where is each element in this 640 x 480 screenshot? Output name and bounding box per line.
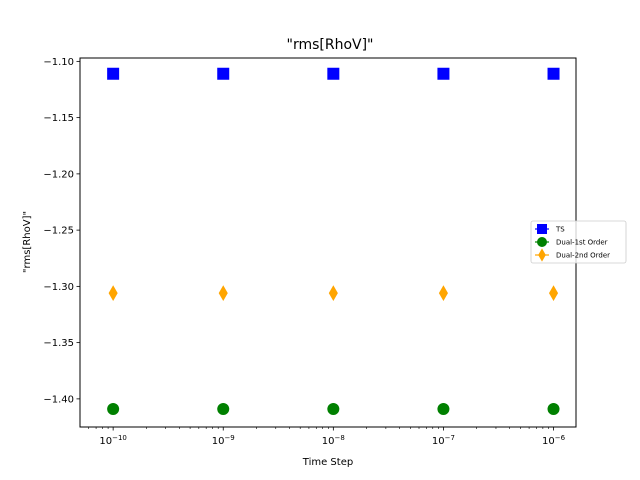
y-tick-label: −1.30 (43, 282, 74, 293)
plot-area: 10−10 10−9 10−8 10−7 10−6 −1.10 −1.15 −1.20 −1.2… (43, 57, 577, 447)
x-tick-label: 10−6 (542, 434, 566, 447)
y-tick-label: −1.20 (43, 169, 74, 180)
legend-label: Dual-1st Order (556, 239, 608, 247)
legend-marker (537, 224, 547, 234)
legend-frame (530, 220, 627, 264)
data-point (438, 285, 448, 301)
data-point (327, 403, 340, 415)
legend: TS Dual-1st Order Dual-2nd Order (530, 220, 627, 264)
x-axis-label: Time Step (302, 457, 353, 468)
legend-marker (538, 248, 546, 262)
x-tick-label: 10−7 (432, 434, 455, 447)
data-point (547, 67, 560, 80)
data-point (327, 67, 340, 80)
y-axis-label: "rms[RhoV]" (22, 211, 33, 273)
legend-label: Dual-2nd Order (556, 252, 610, 260)
legend-marker (537, 237, 547, 247)
data-point (217, 67, 230, 80)
data-point (218, 285, 228, 301)
data-marks (107, 67, 560, 415)
y-tick-label: −1.15 (43, 113, 74, 124)
data-point (107, 67, 120, 80)
x-tick-label: 10−10 (99, 434, 127, 447)
data-point (547, 403, 560, 415)
data-point (328, 285, 338, 301)
data-point (437, 403, 450, 415)
x-tick-label: 10−8 (322, 434, 345, 447)
data-point (217, 403, 230, 415)
data-point (437, 67, 450, 80)
y-tick-label: −1.40 (43, 394, 74, 405)
data-point (108, 285, 118, 301)
data-point (107, 403, 120, 415)
y-tick-label: −1.10 (43, 57, 74, 68)
chart-title: "rms[RhoV]" (287, 37, 374, 53)
y-tick-label: −1.25 (43, 226, 74, 237)
data-point (548, 285, 559, 301)
y-tick-label: −1.35 (43, 338, 74, 349)
x-tick-label: 10−9 (212, 434, 235, 447)
legend-label: TS (555, 226, 565, 234)
